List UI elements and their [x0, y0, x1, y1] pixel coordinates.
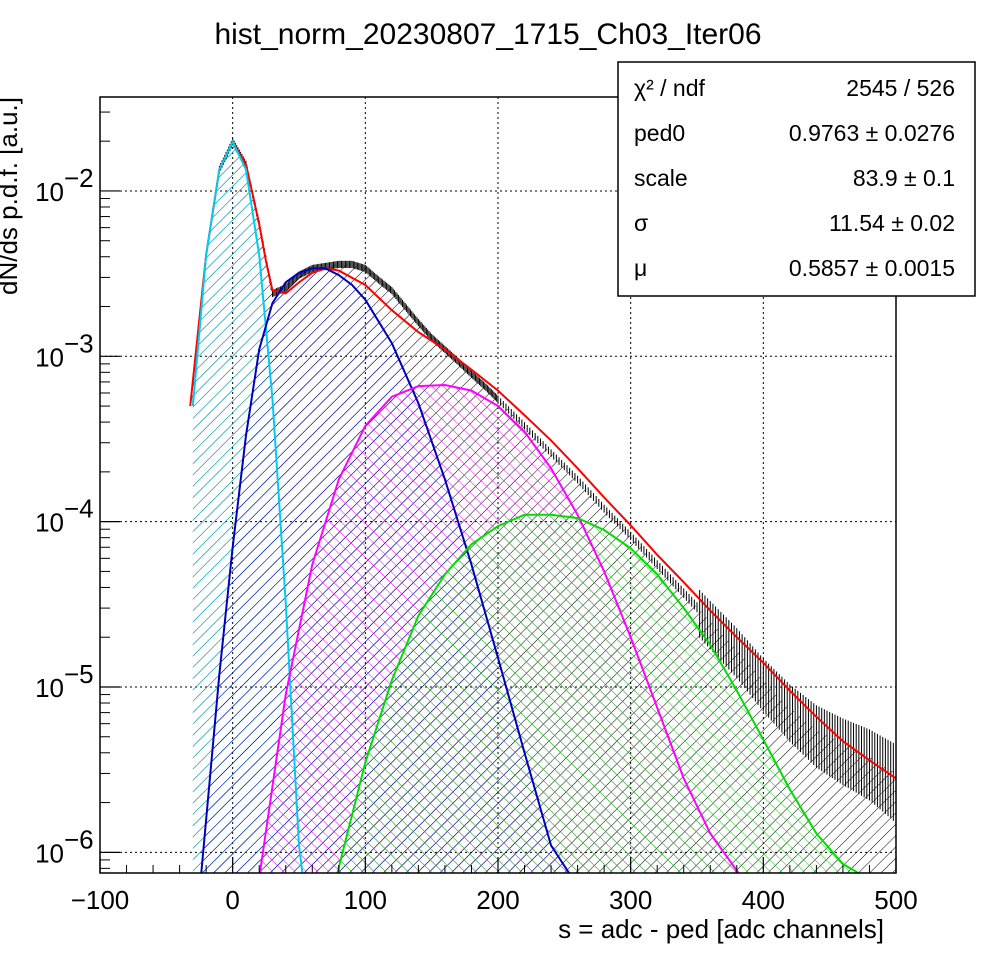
stat-label: σ	[634, 210, 648, 236]
stat-value: 2545 / 526	[846, 75, 955, 101]
x-tick-label: 0	[225, 885, 239, 915]
stat-label: χ² / ndf	[634, 75, 705, 101]
x-tick-label: 200	[476, 885, 519, 915]
y-axis: 10−610−510−410−310−2	[35, 111, 120, 869]
y-tick-exponent: −4	[64, 494, 94, 524]
x-tick-label: −100	[71, 885, 130, 915]
x-tick-label: 400	[742, 885, 785, 915]
stat-value: 0.9763 ± 0.0276	[789, 120, 955, 146]
stat-value: 83.9 ± 0.1	[853, 165, 955, 191]
x-tick-label: 100	[344, 885, 387, 915]
y-tick-label: 10	[35, 673, 64, 703]
x-axis-label: s = adc - ped [adc channels]	[558, 914, 884, 944]
y-axis-label: dN/ds p.d.f. [a.u.]	[0, 97, 23, 295]
chart-title: hist_norm_20230807_1715_Ch03_Iter06	[214, 18, 761, 51]
stat-label: scale	[634, 165, 688, 191]
y-tick-exponent: −5	[64, 659, 94, 689]
x-tick-label: 300	[609, 885, 652, 915]
stat-label: ped0	[634, 120, 685, 146]
component-fills	[192, 141, 896, 873]
component-curve-4	[336, 513, 861, 873]
stat-value: 11.54 ± 0.02	[829, 210, 955, 236]
y-tick-exponent: −2	[64, 163, 94, 193]
stats-box-frame	[617, 61, 976, 297]
y-tick-label: 10	[35, 342, 64, 372]
stat-value: 0.5857 ± 0.0015	[789, 255, 955, 281]
component-curve-1	[191, 139, 304, 873]
stat-label: μ	[634, 255, 647, 281]
fit-curves	[189, 139, 896, 873]
component-curve-2	[200, 267, 571, 873]
fit-stats-box: χ² / ndf 2545 / 526 ped0 0.9763 ± 0.0276 sca…	[617, 61, 976, 297]
y-tick-label: 10	[35, 838, 64, 868]
x-axis: −100 0 100 200 300 400 500	[71, 857, 918, 915]
y-tick-label: 10	[35, 177, 64, 207]
component-fill-4	[336, 514, 867, 873]
component-curve-0	[189, 139, 896, 780]
x-tick-label: 500	[874, 885, 917, 915]
y-tick-exponent: −6	[64, 824, 94, 854]
y-tick-label: 10	[35, 508, 64, 538]
component-curve-3	[258, 384, 740, 873]
y-tick-exponent: −3	[64, 328, 94, 358]
